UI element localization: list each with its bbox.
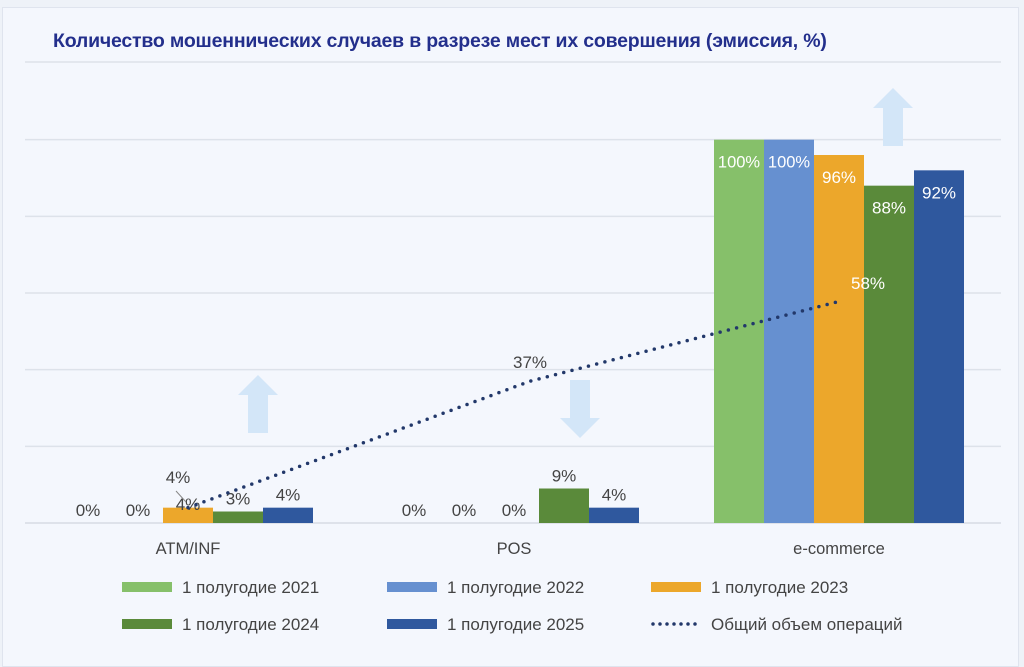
chart-title: Количество мошеннических случаев в разре… — [53, 30, 827, 52]
bar-data-label: 4% — [176, 495, 201, 514]
bar-data-label: 0% — [402, 501, 427, 520]
bar — [714, 139, 764, 523]
arrow-down-icon — [560, 380, 600, 438]
bar-data-label: 100% — [718, 154, 761, 172]
legend-label: 1 полугодие 2022 — [447, 578, 584, 597]
bar-data-label: 0% — [452, 501, 477, 520]
label-leader-line — [175, 490, 187, 503]
bar — [764, 139, 814, 523]
bar-data-label: 4% — [602, 486, 627, 505]
bar — [914, 170, 964, 524]
legend-swatch — [387, 619, 437, 629]
category-label: e-commerce — [793, 540, 885, 558]
bar-data-label: 0% — [502, 501, 527, 520]
bar — [589, 507, 639, 523]
bar-data-label: 9% — [552, 467, 577, 486]
line-data-label: 58% — [851, 274, 885, 293]
bar — [814, 155, 864, 523]
legend-label: 1 полугодие 2021 — [182, 578, 319, 597]
category-label: ATM/INF — [156, 540, 221, 558]
line-data-label: 4% — [166, 468, 191, 487]
legend-label: Общий объем операций — [711, 615, 903, 634]
legend-swatch — [387, 582, 437, 592]
category-label: POS — [497, 540, 532, 558]
bar — [163, 507, 213, 523]
bar-data-label: 96% — [822, 168, 856, 187]
legend-label: 1 полугодие 2025 — [447, 615, 584, 634]
legend-label: 1 полугодие 2024 — [182, 615, 319, 634]
legend-swatch — [651, 582, 701, 592]
arrow-up-icon — [238, 375, 278, 433]
line-data-label: 37% — [513, 353, 547, 372]
bar-data-label: 4% — [276, 486, 301, 505]
bar — [539, 488, 589, 523]
bar-data-label: 88% — [872, 199, 906, 218]
bar-data-label: 0% — [126, 501, 151, 520]
legend-label: 1 полугодие 2023 — [711, 578, 848, 597]
bar — [864, 185, 914, 523]
legend-swatch — [122, 619, 172, 629]
bar-data-label: 3% — [226, 490, 251, 509]
arrow-up-icon — [873, 88, 913, 146]
bar-data-label: 0% — [76, 501, 101, 520]
bar — [213, 511, 263, 523]
bar — [263, 507, 313, 523]
bar-data-label: 92% — [922, 183, 956, 202]
total-operations-line — [186, 298, 844, 510]
legend-swatch — [122, 582, 172, 592]
bar-data-label: 100% — [768, 154, 811, 172]
